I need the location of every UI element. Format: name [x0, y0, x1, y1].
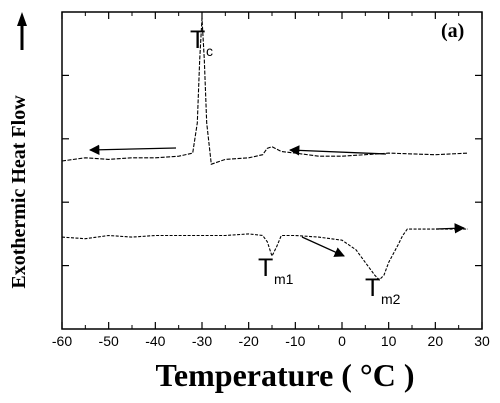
x-tick-label: -20 [239, 333, 259, 349]
peak-label-m1: T [258, 254, 273, 282]
x-tick-label: -60 [52, 333, 72, 349]
cooling-curve [61, 18, 469, 165]
peak-label-sub-c: c [206, 43, 213, 59]
x-axis-label: Temperature ( °C ) [156, 357, 415, 393]
peak-label-sub-m1: m1 [274, 271, 294, 287]
heating-cooling-arrows [88, 144, 466, 257]
peak-label-m2: T [365, 274, 380, 302]
peak-label-sub-m2: m2 [381, 291, 401, 307]
cooling-arrow-1 [88, 144, 177, 155]
series-lines [61, 18, 469, 281]
x-tick-label: -10 [285, 333, 305, 349]
x-tick-label: 30 [474, 333, 490, 349]
panel-label: (a) [441, 20, 464, 42]
y-axis-label: Exothermic Heat Flow [8, 95, 30, 289]
peak-label-c: T [190, 26, 205, 54]
x-tick-label: -50 [99, 333, 119, 349]
axis-ticks [61, 12, 483, 329]
heating-curve [61, 228, 468, 281]
cooling-arrow-2 [288, 145, 387, 156]
y-axis-arrow-icon [17, 12, 27, 50]
heating-arrow-1 [301, 236, 345, 257]
x-tick-label: 20 [428, 333, 444, 349]
x-tick-label: -40 [145, 333, 165, 349]
x-tick-label: -30 [192, 333, 212, 349]
x-tick-label: 10 [381, 333, 397, 349]
x-tick-label: 0 [338, 333, 346, 349]
x-tick-labels: -60 -50 -40 -30 -20 -10 0 10 20 30 [52, 333, 490, 349]
